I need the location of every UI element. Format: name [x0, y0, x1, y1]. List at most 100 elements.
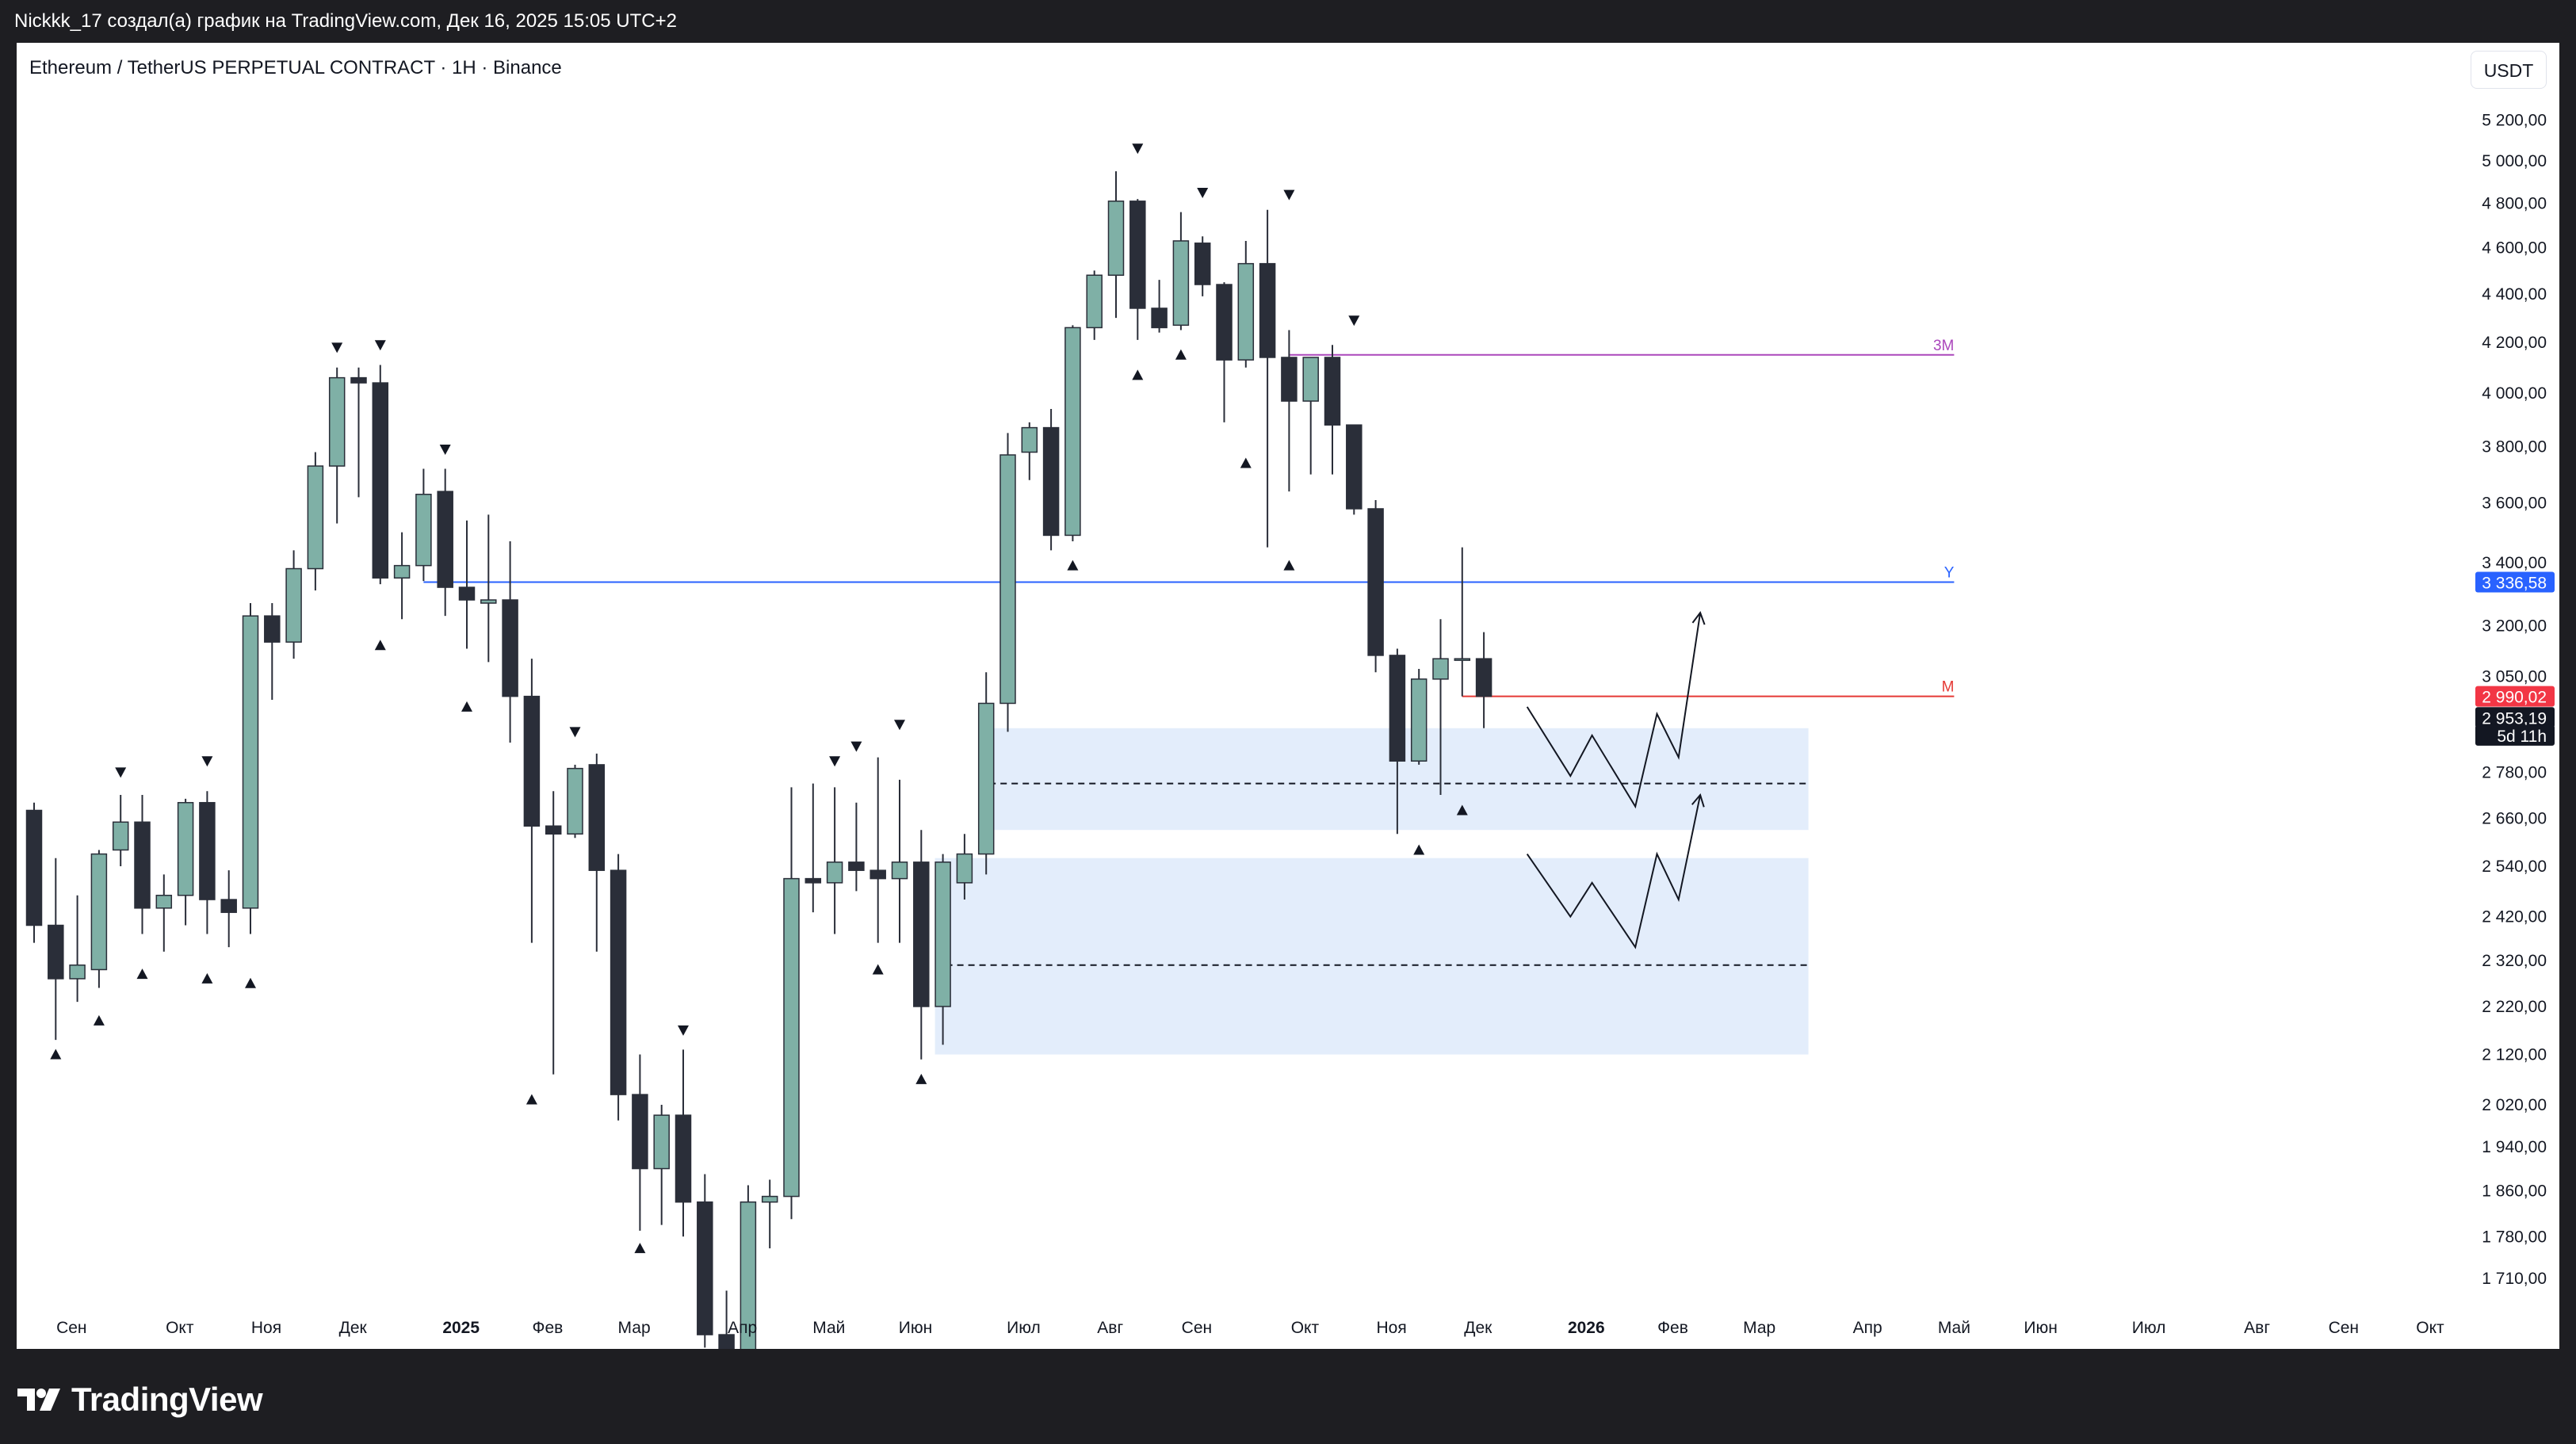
- candle: [913, 830, 930, 1060]
- fractal-down-marker: [439, 445, 451, 456]
- candle: [1281, 330, 1298, 492]
- candle: [740, 1185, 757, 1349]
- candle-body: [177, 801, 194, 896]
- candle: [632, 1054, 648, 1231]
- price-axis-label-text: 3 050,00: [2482, 668, 2547, 686]
- candle-body: [545, 825, 562, 835]
- chart-panel[interactable]: 3M Y M 5 200,00 5 000,00 4 800,00 4 600,00 4 4…: [17, 43, 2559, 1349]
- candle-body: [502, 599, 518, 697]
- candle-body: [264, 615, 281, 643]
- candle-body: [1237, 262, 1255, 361]
- candle: [1086, 270, 1103, 340]
- candle: [718, 1290, 735, 1349]
- fractal-up-marker: [245, 977, 256, 988]
- candle: [415, 468, 432, 582]
- candle-body: [437, 491, 453, 588]
- time-tick-label: Сен: [56, 1319, 86, 1337]
- candle: [1475, 632, 1492, 728]
- candle: [1042, 409, 1060, 551]
- price-axis-label-text: 5d 11h: [2497, 728, 2547, 746]
- time-tick-label: Сен: [2329, 1319, 2359, 1337]
- candle-body: [632, 1094, 648, 1170]
- candle: [372, 365, 389, 585]
- candle: [199, 791, 216, 934]
- candle-body: [1389, 655, 1406, 762]
- fractal-down-marker: [115, 767, 127, 778]
- candle-body: [480, 599, 497, 604]
- candle-body: [1064, 327, 1081, 537]
- price-axis-label-bg: [2475, 665, 2555, 686]
- time-tick-label: Авг: [2244, 1319, 2270, 1337]
- fractal-up-marker: [461, 701, 472, 712]
- candle: [242, 602, 259, 934]
- time-tick-label: Май: [1938, 1319, 1970, 1337]
- candle-body: [69, 964, 86, 980]
- price-tick-label: 4 800,00: [2482, 195, 2547, 213]
- price-tick-label: 4 200,00: [2482, 334, 2547, 352]
- fractal-up-marker: [136, 968, 148, 980]
- candle: [285, 550, 302, 659]
- time-tick-label: Окт: [2416, 1319, 2444, 1337]
- candle-body: [1086, 274, 1103, 329]
- symbol-title[interactable]: Ethereum / TetherUS PERPETUAL CONTRACT ·…: [29, 57, 562, 78]
- candle: [69, 895, 86, 1003]
- candle-body: [956, 853, 973, 884]
- key-levels: 3M Y M: [423, 338, 1955, 697]
- fractal-up-marker: [1413, 844, 1425, 855]
- fractal-up-marker: [634, 1243, 646, 1254]
- candle-body: [328, 376, 346, 467]
- fractal-up-marker: [1283, 560, 1295, 571]
- candle-body: [242, 615, 259, 909]
- candle-body: [393, 564, 411, 579]
- candle-body: [220, 899, 237, 913]
- candle: [697, 1174, 713, 1348]
- candle: [1172, 212, 1190, 330]
- price-chart[interactable]: 3M Y M 5 200,00 5 000,00 4 800,00 4 600,00 4 4…: [17, 43, 2559, 1349]
- price-tick-label: 2 120,00: [2482, 1046, 2547, 1064]
- candle: [1432, 619, 1449, 796]
- candle-body: [567, 767, 583, 835]
- fractal-down-marker: [1283, 189, 1295, 201]
- time-tick-label: Фев: [532, 1319, 563, 1337]
- fractal-down-marker: [678, 1025, 689, 1036]
- attribution-text: Nickkk_17 создал(а) график на TradingVie…: [14, 10, 677, 32]
- candle-body: [588, 764, 606, 871]
- currency-button[interactable]: USDT: [2471, 51, 2547, 89]
- candle-body: [697, 1201, 713, 1335]
- candle-body: [25, 809, 43, 926]
- price-tick-label: 2 780,00: [2482, 763, 2547, 781]
- projection-path-2: [1526, 794, 1702, 949]
- candle: [977, 672, 995, 875]
- candle-body: [718, 1334, 735, 1349]
- fractal-down-marker: [829, 756, 841, 767]
- candle-body: [415, 493, 432, 567]
- candle: [264, 602, 281, 701]
- fractal-up-marker: [1175, 349, 1187, 360]
- projection-arrowhead-2: [1691, 793, 1705, 808]
- time-tick-label: Авг: [1097, 1319, 1123, 1337]
- price-tick-label: 2 660,00: [2482, 809, 2547, 827]
- level-label-m: M: [1942, 679, 1955, 696]
- price-axis[interactable]: 5 200,00 5 000,00 4 800,00 4 600,00 4 400,00…: [2482, 111, 2547, 1288]
- candle-body: [653, 1114, 670, 1170]
- candle: [1151, 280, 1168, 333]
- candle: [134, 795, 151, 934]
- price-tick-label: 2 320,00: [2482, 952, 2547, 970]
- candle-body: [112, 821, 129, 851]
- candle-body: [372, 382, 389, 579]
- candle: [1107, 171, 1125, 319]
- candle-body: [199, 801, 216, 900]
- candle-body: [1367, 508, 1384, 656]
- candle: [848, 802, 865, 892]
- candle-body: [891, 861, 908, 880]
- time-tick-label: Фев: [1657, 1319, 1688, 1337]
- candle-body: [1021, 426, 1038, 453]
- tradingview-logo[interactable]: TradingView: [17, 1376, 263, 1423]
- price-axis-label-text: 2 953,19: [2482, 709, 2547, 728]
- candle-body: [977, 702, 995, 855]
- price-axis-label: 2 953,19: [2475, 707, 2555, 728]
- candle: [588, 753, 606, 952]
- time-axis[interactable]: Сен Окт Ноя Дек 2025 Фев Мар Апр Май Июн Июл Авг Сен…: [56, 1319, 2444, 1337]
- fractal-up-marker: [50, 1049, 62, 1060]
- candle-body: [285, 567, 302, 643]
